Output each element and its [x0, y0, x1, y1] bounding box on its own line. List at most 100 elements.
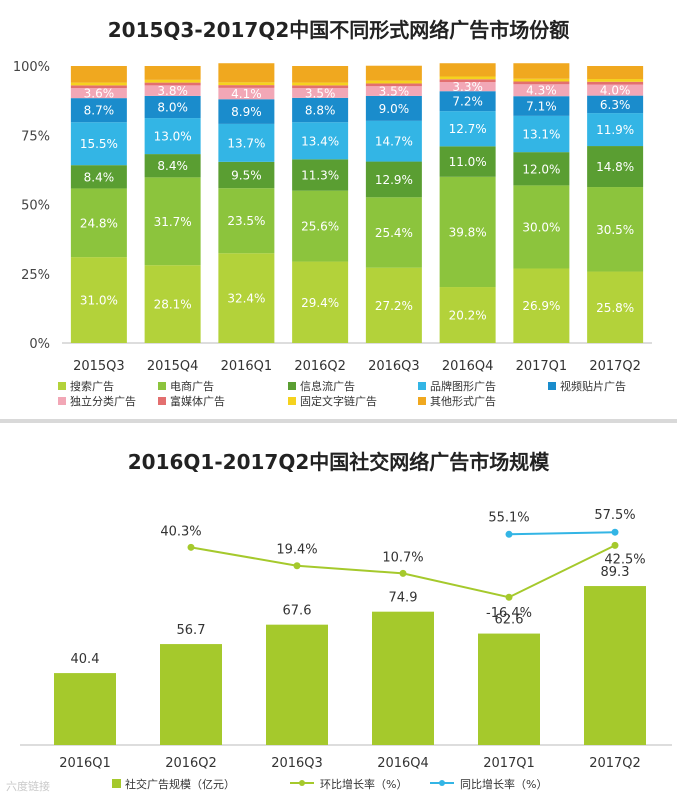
data-label: 13.1%	[522, 128, 560, 142]
data-label: 3.3%	[452, 80, 483, 94]
data-label: 24.8%	[80, 216, 118, 230]
legend-label: 独立分类广告	[70, 394, 136, 408]
bar	[54, 673, 116, 745]
legend-marker	[439, 780, 445, 786]
y-tick-label: 50%	[21, 199, 50, 214]
bar-segment	[439, 82, 496, 92]
bar-segment	[144, 154, 201, 178]
data-label: 7.2%	[452, 95, 483, 109]
legend-label: 视频贴片广告	[560, 379, 626, 393]
bar-segment	[513, 81, 570, 85]
line-point	[293, 562, 301, 570]
data-label: 3.5%	[305, 87, 336, 101]
line-value-label: 57.5%	[594, 508, 635, 523]
bar-segment	[70, 122, 127, 166]
data-label: 27.2%	[375, 299, 413, 313]
bar-segment	[587, 66, 644, 80]
data-label: 31.0%	[80, 294, 118, 308]
bar-segment	[292, 66, 349, 83]
data-label: 8.0%	[157, 100, 188, 114]
x-tick-label: 2017Q1	[516, 359, 568, 374]
bar-segment	[439, 176, 496, 288]
bar	[584, 586, 646, 745]
data-label: 8.8%	[305, 104, 336, 118]
bar-segment	[365, 161, 422, 198]
bar-segment	[218, 63, 275, 83]
legend-swatch	[418, 397, 426, 405]
data-label: 31.7%	[154, 215, 192, 229]
line-point	[611, 541, 619, 549]
data-label: 11.3%	[301, 168, 339, 182]
bar	[478, 633, 540, 745]
line-point	[611, 528, 619, 536]
bar-segment	[513, 84, 570, 97]
data-label: 13.4%	[301, 134, 339, 148]
legend-swatch	[418, 382, 426, 390]
bar-segment	[218, 253, 275, 343]
bar-segment	[218, 99, 275, 124]
data-label: 14.8%	[596, 160, 634, 174]
bar-segment	[144, 95, 201, 119]
legend-label: 富媒体广告	[170, 394, 225, 408]
bar-segment	[292, 261, 349, 343]
bar-value-label: 89.3	[601, 565, 630, 580]
series-line	[508, 531, 616, 536]
legend-swatch	[548, 382, 556, 390]
data-label: 23.5%	[227, 214, 265, 228]
data-label: 13.7%	[227, 136, 265, 150]
bar	[160, 644, 222, 745]
bar-segment	[70, 165, 127, 189]
y-tick-label: 25%	[21, 268, 50, 283]
bar-value-label: 74.9	[389, 591, 418, 606]
legend-swatch	[58, 382, 66, 390]
x-tick-label: 2016Q4	[377, 756, 429, 771]
bar-segment	[587, 113, 644, 147]
y-tick-label: 0%	[29, 337, 50, 352]
legend-label: 社交广告规模（亿元）	[125, 777, 235, 791]
bar-segment	[218, 188, 275, 254]
bar-segment	[587, 79, 644, 82]
bar-segment	[587, 95, 644, 114]
bar-segment	[70, 82, 127, 86]
x-tick-label: 2016Q2	[165, 756, 217, 771]
bar-value-label: 56.7	[177, 623, 206, 638]
bar-segment	[292, 85, 349, 89]
x-tick-label: 2017Q2	[589, 359, 641, 374]
legend-swatch	[288, 397, 296, 405]
legend-label: 品牌图形广告	[430, 379, 496, 393]
line-value-label: 10.7%	[382, 550, 423, 565]
bar-segment	[513, 185, 570, 269]
bar-segment	[439, 63, 496, 77]
x-tick-label: 2015Q3	[73, 359, 125, 374]
bar-segment	[439, 91, 496, 112]
line-value-label: 19.4%	[276, 543, 317, 558]
bar-segment	[218, 82, 275, 86]
data-label: 14.7%	[375, 135, 413, 149]
data-label: 25.8%	[596, 301, 634, 315]
bar-segment	[70, 188, 127, 258]
legend-label: 环比增长率（%）	[320, 777, 407, 791]
bar-segment	[513, 78, 570, 82]
legend-label: 其他形式广告	[430, 395, 496, 408]
bar-segment	[513, 96, 570, 116]
bar-segment	[439, 287, 496, 343]
data-label: 32.4%	[227, 292, 265, 306]
legend-swatch	[158, 397, 166, 405]
legend-swatch	[158, 382, 166, 390]
bar	[372, 611, 434, 745]
x-tick-label: 2017Q2	[589, 756, 641, 771]
data-label: 8.9%	[231, 105, 262, 119]
bar	[266, 624, 328, 745]
bar-segment	[218, 87, 275, 100]
x-tick-label: 2016Q3	[271, 756, 323, 771]
data-label: 3.8%	[157, 84, 188, 98]
data-label: 39.8%	[449, 225, 487, 239]
bar-segment	[292, 97, 349, 123]
data-label: 9.0%	[379, 102, 410, 116]
bar-segment	[365, 267, 422, 343]
bar-segment	[365, 80, 422, 84]
data-label: 13.0%	[154, 130, 192, 144]
bar-segment	[292, 88, 349, 98]
data-label: 8.7%	[84, 104, 115, 118]
legend-swatch	[288, 382, 296, 390]
